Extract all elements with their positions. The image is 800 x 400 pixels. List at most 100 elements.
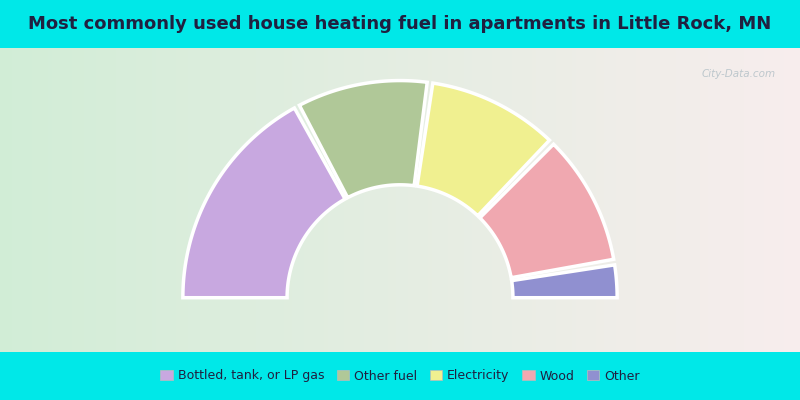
Bar	[688, 48, 692, 352]
Bar	[640, 48, 644, 352]
Bar	[388, 48, 392, 352]
Bar	[300, 48, 304, 352]
Bar	[84, 48, 88, 352]
Bar	[768, 48, 772, 352]
Text: Most commonly used house heating fuel in apartments in Little Rock, MN: Most commonly used house heating fuel in…	[28, 15, 772, 33]
Bar	[476, 48, 480, 352]
Bar	[716, 48, 720, 352]
Bar	[24, 48, 28, 352]
Bar	[636, 48, 640, 352]
Bar	[736, 48, 740, 352]
Polygon shape	[512, 265, 617, 298]
Bar	[620, 48, 624, 352]
Bar	[340, 48, 344, 352]
Bar	[700, 48, 704, 352]
Bar	[296, 48, 300, 352]
Bar	[76, 48, 80, 352]
Bar	[96, 48, 100, 352]
Bar	[176, 48, 180, 352]
Bar	[140, 48, 144, 352]
Bar	[112, 48, 116, 352]
Bar	[100, 48, 104, 352]
Bar	[124, 48, 128, 352]
Bar	[696, 48, 700, 352]
Bar	[528, 48, 532, 352]
Bar	[532, 48, 536, 352]
Bar	[720, 48, 724, 352]
Bar	[604, 48, 608, 352]
Bar	[656, 48, 660, 352]
Bar	[264, 48, 268, 352]
Bar	[280, 48, 284, 352]
Bar	[156, 48, 160, 352]
Bar	[304, 48, 308, 352]
Bar	[488, 48, 492, 352]
Bar	[380, 48, 384, 352]
Bar	[236, 48, 240, 352]
Bar	[552, 48, 556, 352]
Bar	[188, 48, 192, 352]
Bar	[316, 48, 320, 352]
Bar	[584, 48, 588, 352]
Bar	[724, 48, 728, 352]
Bar	[480, 48, 484, 352]
Bar	[432, 48, 436, 352]
Bar	[136, 48, 140, 352]
Polygon shape	[480, 144, 614, 278]
Bar	[12, 48, 16, 352]
Bar	[508, 48, 512, 352]
Bar	[572, 48, 576, 352]
Bar	[8, 48, 12, 352]
Bar	[104, 48, 108, 352]
Bar	[16, 48, 20, 352]
Bar	[672, 48, 676, 352]
Bar	[212, 48, 216, 352]
Bar	[4, 48, 8, 352]
Bar	[756, 48, 760, 352]
Bar	[612, 48, 616, 352]
Bar	[704, 48, 708, 352]
Bar	[108, 48, 112, 352]
Bar	[288, 48, 292, 352]
Bar	[88, 48, 92, 352]
Bar	[576, 48, 580, 352]
Bar	[396, 48, 400, 352]
Bar	[588, 48, 592, 352]
Bar	[144, 48, 148, 352]
Bar	[20, 48, 24, 352]
Bar	[748, 48, 752, 352]
Bar	[0, 48, 4, 352]
Bar	[448, 48, 452, 352]
Bar	[544, 48, 548, 352]
Bar	[224, 48, 228, 352]
Bar	[216, 48, 220, 352]
Bar	[728, 48, 732, 352]
Bar	[536, 48, 540, 352]
Bar	[52, 48, 56, 352]
Bar	[412, 48, 416, 352]
Bar	[292, 48, 296, 352]
Bar	[64, 48, 68, 352]
Bar	[436, 48, 440, 352]
Bar	[148, 48, 152, 352]
Bar	[28, 48, 32, 352]
Bar	[772, 48, 776, 352]
Bar	[352, 48, 356, 352]
Bar	[684, 48, 688, 352]
Bar	[680, 48, 684, 352]
Bar	[456, 48, 460, 352]
Bar	[68, 48, 72, 352]
Bar	[492, 48, 496, 352]
Bar	[308, 48, 312, 352]
Bar	[744, 48, 748, 352]
Bar	[628, 48, 632, 352]
Bar	[512, 48, 516, 352]
Bar	[784, 48, 788, 352]
Bar	[248, 48, 252, 352]
Bar	[60, 48, 64, 352]
Bar	[632, 48, 636, 352]
Bar	[416, 48, 420, 352]
Bar	[312, 48, 316, 352]
Bar	[244, 48, 248, 352]
Bar	[376, 48, 380, 352]
